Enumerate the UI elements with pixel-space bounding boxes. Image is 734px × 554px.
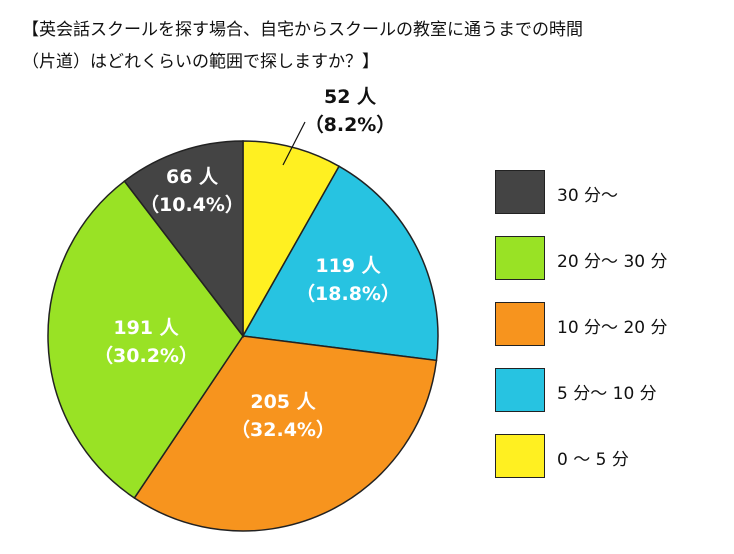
pie-slice xyxy=(242,140,341,339)
pie-slice xyxy=(241,165,439,362)
slice-count-label: 119 人 xyxy=(315,255,381,277)
slice-count-label: 191 人 xyxy=(113,317,179,339)
legend-label: 10 分～ 20 分 xyxy=(557,318,668,338)
chart-title: 【英会話スクールを探す場合、自宅からスクールの教室に通うまでの時間 （片道）はど… xyxy=(22,14,583,78)
legend-label: 20 分～ 30 分 xyxy=(557,252,668,272)
legend-label: 30 分～ xyxy=(557,186,619,206)
callout-leader-line xyxy=(282,121,306,166)
legend-item: 5 分～ 10 分 xyxy=(495,368,715,414)
slice-percent-label: （10.4%） xyxy=(140,193,244,216)
legend-swatch xyxy=(495,302,545,346)
slice-percent-label: （30.2%） xyxy=(94,344,198,367)
legend-item: 10 分～ 20 分 xyxy=(495,302,715,348)
legend-item: 20 分～ 30 分 xyxy=(495,236,715,282)
slice-count-label: 66 人 xyxy=(166,166,219,188)
legend-label: 5 分～ 10 分 xyxy=(557,384,657,404)
slice-percent-label: （32.4%） xyxy=(231,418,335,441)
pie-slice xyxy=(47,180,244,500)
slice-count-label: 52 人 xyxy=(324,86,377,108)
slice-count-label: 205 人 xyxy=(250,391,316,413)
legend-swatch xyxy=(495,170,545,214)
pie-slice xyxy=(133,335,438,532)
pie-slice xyxy=(123,140,244,339)
legend-swatch xyxy=(495,434,545,478)
legend-swatch xyxy=(495,236,545,280)
legend-swatch xyxy=(495,368,545,412)
legend-item: 30 分～ xyxy=(495,170,715,216)
legend-label: 0 ～ 5 分 xyxy=(557,450,629,470)
chart-title-line-2: （片道）はどれくらいの範囲で探しますか？】 xyxy=(22,52,379,72)
slice-percent-label: （18.8%） xyxy=(296,282,400,305)
pie-labels: 52 人 （8.2%） 119 人 （18.8%） 205 人 （32.4%） 191 人 （… xyxy=(94,86,400,441)
slice-percent-label: （8.2%） xyxy=(305,113,396,136)
pie-slices xyxy=(47,140,439,532)
legend-item: 0 ～ 5 分 xyxy=(495,434,715,480)
chart-title-line-1: 【英会話スクールを探す場合、自宅からスクールの教室に通うまでの時間 xyxy=(22,20,583,40)
